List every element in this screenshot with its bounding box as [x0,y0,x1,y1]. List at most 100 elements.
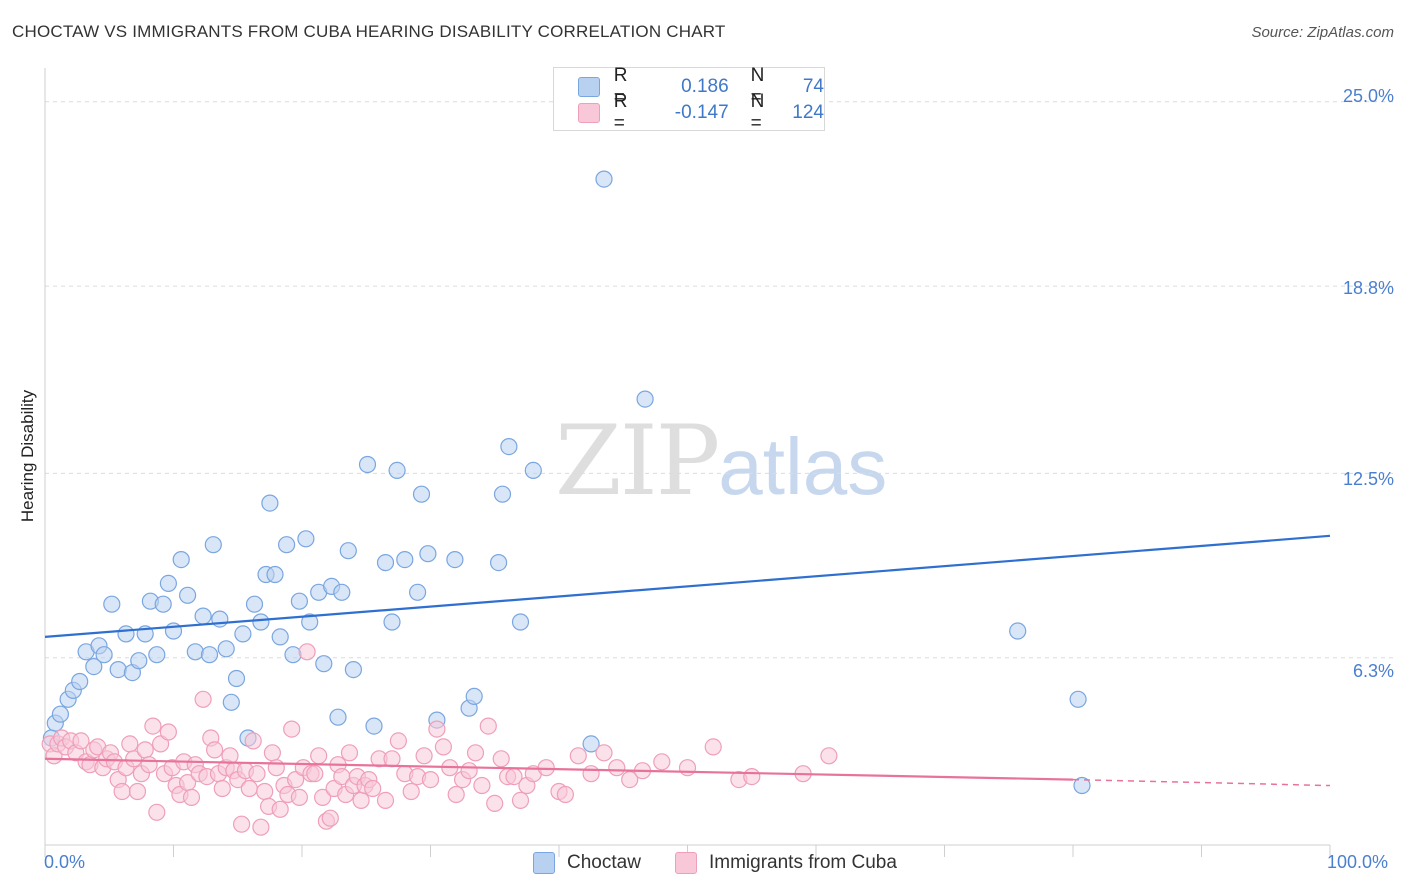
point-cuba-54 [256,782,274,801]
point-cuba-38 [194,690,212,708]
x-tick-label-0: 0.0% [44,852,86,872]
point-cuba-112 [582,765,600,783]
legend-n-label: N = [750,65,765,108]
point-choctaw-47 [329,708,347,726]
point-choctaw-43 [301,613,319,631]
point-cuba-23 [136,741,154,759]
point-cuba-48 [233,815,251,833]
point-choctaw-25 [200,646,219,664]
point-choctaw-14 [130,652,148,670]
y-axis-label: Hearing Disability [18,389,37,523]
point-cuba-69 [314,788,332,807]
point-choctaw-49 [339,542,357,560]
point-choctaw-55 [388,461,406,479]
point-choctaw-17 [148,646,166,664]
point-choctaw-12 [117,625,135,643]
point-choctaw-51 [358,455,377,474]
point-cuba-50 [240,779,258,798]
point-choctaw-69 [582,735,600,753]
point-cuba-21 [128,782,147,801]
point-cuba-88 [402,782,420,801]
point-choctaw-21 [172,550,190,569]
point-choctaw-34 [252,613,270,631]
point-cuba-82 [364,779,382,798]
legend-r-value-cuba: -0.147 [674,102,729,123]
y-tick-label-6-3: 6.3% [1352,661,1394,681]
point-cuba-53 [252,818,270,836]
point-cuba-29 [159,723,177,741]
point-choctaw-74 [1073,776,1091,795]
point-choctaw-41 [290,592,308,610]
point-choctaw-38 [271,628,289,646]
legend-row-choctaw: R = 0.186 N = 74 [578,65,824,108]
point-cuba-79 [352,791,370,810]
point-choctaw-7 [85,657,103,676]
y-tick-label-12-5: 12.5% [1342,469,1394,489]
legend-row-cuba: R = -0.147 N = 124 [578,91,824,134]
legend-r-label: R = [613,91,628,134]
point-cuba-61 [283,720,301,738]
point-cuba-110 [556,785,575,804]
point-choctaw-57 [409,583,427,601]
bottom-legend-label-choctaw: Choctaw [567,852,641,873]
point-cuba-95 [447,785,465,804]
point-cuba-90 [415,747,433,765]
point-choctaw-29 [222,693,240,711]
point-cuba-102 [492,750,510,768]
legend-r-value-choctaw: 0.186 [681,76,729,97]
point-choctaw-27 [211,610,229,628]
point-choctaw-73 [1069,690,1087,708]
point-cuba-99 [473,776,491,795]
point-cuba-123 [820,747,838,765]
point-choctaw-30 [227,669,246,688]
point-choctaw-67 [511,613,530,631]
point-choctaw-65 [493,485,512,503]
legend-n-label: N = [750,91,765,134]
point-cuba-113 [595,744,613,762]
point-choctaw-61 [446,550,464,569]
point-choctaw-54 [383,613,401,631]
point-cuba-67 [306,765,324,783]
point-choctaw-45 [315,655,333,673]
legend-swatch-cuba [578,103,600,123]
bottom-legend-swatch-choctaw [533,852,555,874]
point-cuba-97 [460,762,478,780]
point-cuba-86 [389,732,407,750]
point-cuba-101 [486,794,504,813]
point-choctaw-19 [159,574,177,593]
point-cuba-119 [704,738,722,756]
point-cuba-84 [376,791,395,810]
point-choctaw-9 [95,646,113,664]
point-choctaw-23 [186,643,204,661]
point-choctaw-5 [71,672,89,691]
legend-n-value-choctaw: 74 [802,76,824,97]
legend-swatch-choctaw [578,77,600,97]
point-cuba-20 [125,750,143,768]
point-cuba-108 [537,759,555,777]
point-choctaw-52 [365,717,383,735]
point-cuba-24 [140,756,158,774]
point-choctaw-42 [297,530,315,548]
chart-source: Source: ZipAtlas.com [1251,24,1394,41]
point-choctaw-56 [396,550,414,569]
watermark-atlas: atlas [718,422,888,511]
point-cuba-65 [298,643,316,661]
point-choctaw-2 [51,705,70,723]
bottom-legend-swatch-cuba [675,852,697,874]
point-choctaw-39 [278,536,296,554]
bottom-legend-choctaw: Choctaw [533,852,641,874]
point-cuba-118 [678,759,697,777]
legend-r-label: R = [613,65,628,108]
point-choctaw-58 [412,485,431,503]
point-cuba-105 [511,791,530,810]
point-cuba-117 [653,753,671,771]
y-tick-label-25: 25.0% [1342,86,1394,106]
point-cuba-63 [290,788,308,807]
trend-line-choctaw [44,534,1331,638]
point-cuba-17 [113,782,131,801]
point-cuba-68 [310,747,328,765]
x-tick-label-100: 100.0% [1327,852,1389,872]
point-cuba-76 [340,744,359,762]
